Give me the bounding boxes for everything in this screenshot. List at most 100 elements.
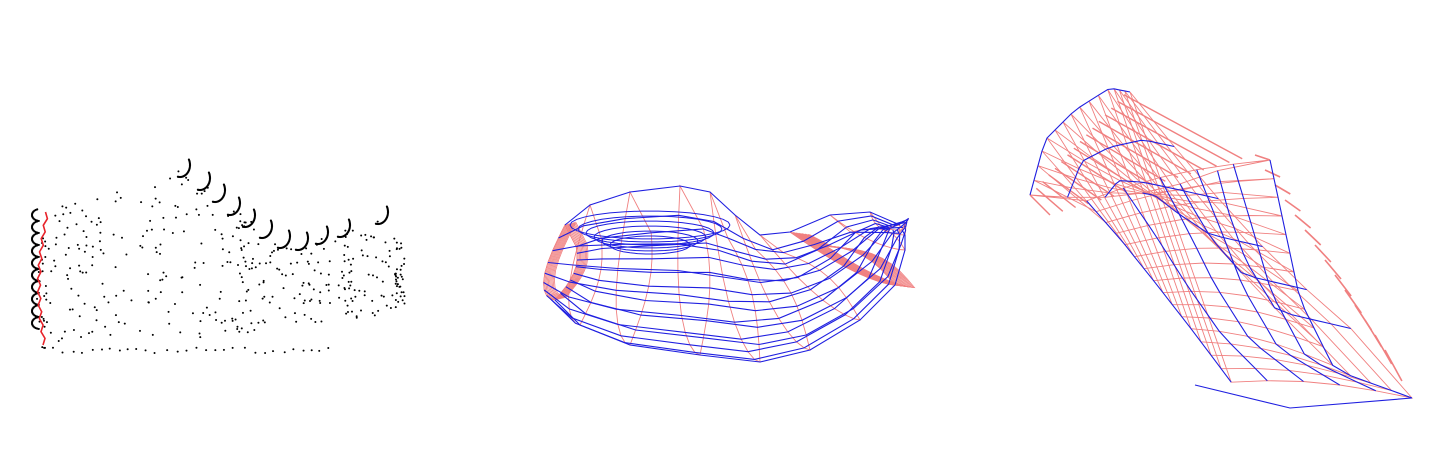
cloud-point (382, 295, 385, 298)
cloud-point (221, 264, 224, 267)
cloud-point (278, 268, 281, 271)
longitudinal-line (1122, 187, 1268, 382)
cloud-point (257, 243, 260, 246)
cloud-point (36, 256, 39, 259)
cloud-point (343, 253, 346, 256)
cloud-point (205, 306, 208, 309)
cloud-point (197, 213, 200, 216)
cloud-point (342, 274, 345, 277)
cross-section-line (1384, 349, 1403, 382)
cloud-point (222, 348, 225, 351)
cloud-point (245, 290, 248, 293)
cross-section-line (547, 222, 583, 300)
cloud-point (284, 274, 287, 277)
cloud-point (147, 289, 150, 292)
cloud-point (195, 208, 198, 211)
cloud-point (384, 261, 387, 264)
cross-section-line (1314, 244, 1332, 263)
cloud-point (283, 351, 286, 354)
cloud-point (239, 239, 242, 242)
cloud-point (64, 253, 67, 256)
cloud-point (353, 289, 356, 292)
cloud-point (44, 346, 46, 349)
cloud-point (327, 283, 330, 286)
cloud-point (395, 292, 398, 295)
cloud-point (388, 255, 391, 258)
cloud-point (63, 330, 66, 333)
cloud-point (403, 302, 406, 305)
cloud-point (51, 346, 54, 349)
cloud-point (95, 309, 98, 312)
cloud-point (348, 271, 351, 274)
cloud-point (44, 256, 47, 259)
cloud-point (240, 276, 243, 279)
cloud-point (320, 320, 323, 323)
cross-section-line (677, 184, 711, 356)
longitudinal-line (575, 218, 909, 282)
cloud-point (253, 328, 256, 331)
cloud-point (308, 300, 311, 303)
cross-section-line (546, 223, 581, 300)
cloud-point (341, 277, 344, 280)
cloud-point (373, 314, 376, 317)
cloud-point (243, 225, 246, 228)
cloud-point (180, 276, 183, 279)
cloud-point (100, 348, 103, 351)
cloud-point (122, 289, 125, 292)
cloud-point (238, 300, 241, 303)
longitudinal-line (1029, 88, 1131, 196)
cloud-point (320, 238, 323, 241)
cloud-point (187, 178, 190, 181)
cloud-point (102, 252, 105, 255)
cloud-point (81, 209, 84, 212)
cloud-point (83, 302, 86, 305)
collar-loop-line (569, 210, 731, 240)
cloud-point (346, 311, 349, 314)
cross-section-line (1060, 161, 1115, 197)
cloud-point (327, 273, 330, 276)
cloud-point (63, 233, 66, 236)
cloud-point (85, 244, 88, 247)
cloud-point (337, 284, 340, 287)
cloud-point (243, 221, 246, 224)
cross-section-line (1035, 187, 1064, 212)
collar-loop-line (609, 235, 691, 255)
cloud-point (224, 319, 227, 322)
cloud-point (76, 243, 79, 246)
cloud-point (365, 238, 368, 241)
cloud-point (315, 243, 318, 246)
cloud-point (300, 252, 303, 255)
cloud-point (167, 310, 170, 313)
cross-section-line (1079, 106, 1305, 310)
cloud-point (381, 280, 384, 283)
cloud-point (126, 348, 129, 351)
cloud-point (327, 346, 330, 349)
cloud-point (358, 289, 361, 292)
cloud-point (165, 275, 168, 278)
cloud-point (41, 262, 44, 265)
cloud-point (350, 310, 353, 313)
cloud-point (389, 306, 392, 309)
cloud-point (312, 288, 315, 291)
cloud-point (159, 243, 162, 246)
cloud-point (99, 248, 102, 251)
cloud-point (226, 260, 229, 263)
cloud-point (214, 349, 217, 352)
cloud-point (214, 228, 217, 231)
cloud-point (367, 273, 370, 276)
cloud-point (361, 254, 364, 257)
cloud-point (344, 229, 347, 232)
cloud-point (393, 237, 396, 240)
cloud-point (147, 273, 150, 276)
cloud-point (36, 268, 39, 271)
cloud-point (54, 265, 57, 268)
cloud-point (145, 229, 148, 232)
cloud-point (345, 312, 348, 315)
cloud-point (327, 289, 330, 292)
cloud-point (168, 322, 171, 325)
cloud-point (375, 276, 378, 279)
cloud-point (199, 320, 202, 323)
cloud-point (238, 330, 241, 333)
cloud-point (93, 306, 96, 309)
longitudinal-line (576, 226, 904, 260)
